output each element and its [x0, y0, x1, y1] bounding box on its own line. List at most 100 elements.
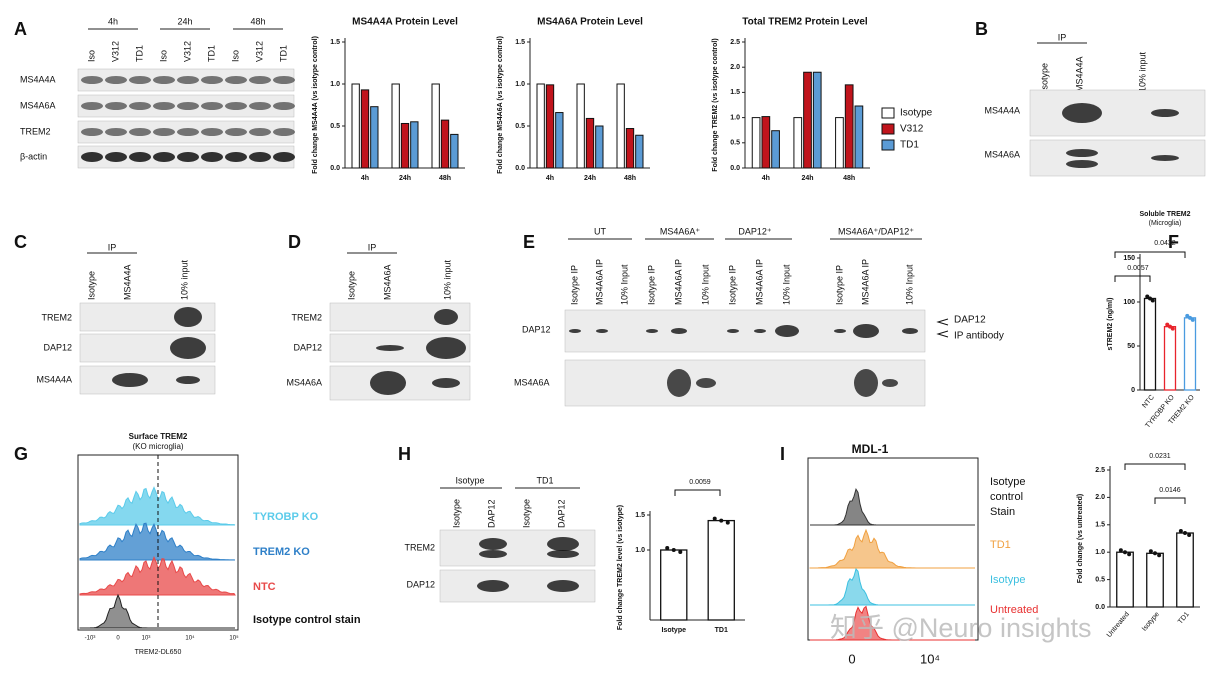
trace-label: NTC — [253, 581, 276, 593]
label: (KO microglia) — [132, 442, 183, 451]
label: MS4A6A IP — [860, 259, 870, 305]
band — [854, 369, 878, 397]
band — [201, 102, 223, 110]
y-tick-label: 0.5 — [330, 123, 340, 130]
label: V312 — [254, 41, 264, 62]
bracket — [1154, 497, 1186, 504]
label: Isotype — [1039, 63, 1049, 92]
band — [105, 76, 127, 84]
trace-label: TD1 — [990, 539, 1011, 551]
bar — [1176, 532, 1194, 608]
panel-letter: I — [780, 444, 785, 464]
dot — [678, 550, 683, 554]
band — [105, 102, 127, 110]
label: Isotype — [86, 271, 96, 300]
y-tick-label: 0.5 — [515, 123, 525, 130]
label: TREM2 — [291, 312, 322, 322]
label: Surface TREM2 — [129, 432, 188, 441]
dot — [1185, 313, 1190, 318]
label: MS4A4A — [20, 74, 56, 84]
label: 10% input — [442, 259, 452, 300]
label: Iso — [230, 50, 240, 62]
x-tick-label: 48h — [439, 175, 451, 182]
bar — [803, 71, 812, 169]
legend-swatch — [881, 107, 895, 119]
label: TD1 — [134, 45, 144, 62]
y-tick-label: 1.0 — [330, 81, 340, 88]
band — [177, 76, 199, 84]
dot — [1123, 550, 1127, 555]
bar — [835, 117, 844, 169]
label: 4h — [108, 16, 118, 26]
y-tick-label: 50 — [1127, 343, 1135, 350]
band — [81, 76, 103, 84]
bar — [751, 117, 761, 169]
y-tick-label: 1.0 — [730, 114, 740, 121]
band — [273, 102, 295, 110]
label: DAP12⁺ — [738, 226, 772, 236]
band — [479, 538, 507, 550]
label: Isotype IP — [646, 265, 656, 305]
label: Isotype — [455, 475, 484, 485]
bar — [854, 105, 864, 169]
x-tick-label: 24h — [399, 175, 411, 182]
band — [434, 309, 458, 325]
chart-title: Soluble TREM2 — [1140, 211, 1191, 218]
label: MS4A6A⁺/DAP12⁺ — [838, 226, 914, 236]
x-tick-label: TD1 — [1177, 611, 1191, 626]
dot — [725, 520, 730, 525]
y-tick-label: 0.0 — [330, 165, 340, 172]
y-tick-label: 0 — [1131, 387, 1135, 394]
band — [177, 102, 199, 110]
y-tick-label: 2.5 — [730, 39, 740, 46]
band — [153, 102, 175, 110]
dot — [719, 518, 724, 523]
band — [129, 76, 151, 84]
band — [176, 376, 200, 384]
bar — [585, 117, 595, 169]
label: Iso — [86, 50, 96, 62]
dot — [1183, 531, 1187, 536]
x-tick-label: 24h — [801, 175, 813, 182]
panel-letter: E — [523, 232, 535, 252]
bar — [1183, 317, 1197, 391]
y-tick-label: 0.0 — [1095, 604, 1105, 611]
bar — [1163, 325, 1177, 391]
band — [646, 329, 658, 333]
histogram — [810, 487, 975, 526]
band — [596, 329, 608, 333]
panel-letter: A — [14, 19, 27, 39]
panel-letter: C — [14, 232, 27, 252]
bar — [351, 83, 360, 169]
band — [105, 128, 127, 136]
p-value: 0.0146 — [1159, 487, 1181, 494]
bar — [555, 112, 564, 169]
legend-label: TD1 — [900, 140, 919, 151]
legend-swatch — [881, 123, 895, 135]
band — [477, 580, 509, 592]
label: 10⁴ — [185, 635, 195, 642]
p-value: 0.0432 — [1154, 240, 1176, 247]
band — [249, 102, 271, 110]
band — [547, 580, 579, 592]
band — [696, 378, 716, 388]
band — [1066, 160, 1098, 168]
y-tick-label: 1.5 — [330, 39, 340, 46]
band — [129, 102, 151, 110]
label: MS4A4A — [984, 105, 1020, 115]
y-axis-label: Fold change MS4A6A (vs isotype control) — [497, 36, 504, 174]
label: DAP12 — [486, 499, 496, 528]
label: Isotype IP — [834, 265, 844, 305]
band — [170, 337, 206, 359]
label: DAP12 — [954, 315, 986, 326]
band — [479, 550, 507, 558]
dot — [1150, 298, 1155, 303]
histogram — [79, 593, 235, 629]
dot — [1148, 296, 1152, 301]
band — [432, 378, 460, 388]
panel-letter: H — [398, 444, 411, 464]
label: DAP12 — [43, 342, 72, 352]
dot — [712, 516, 717, 521]
label: 10³ — [142, 636, 151, 642]
dot — [1188, 315, 1192, 320]
